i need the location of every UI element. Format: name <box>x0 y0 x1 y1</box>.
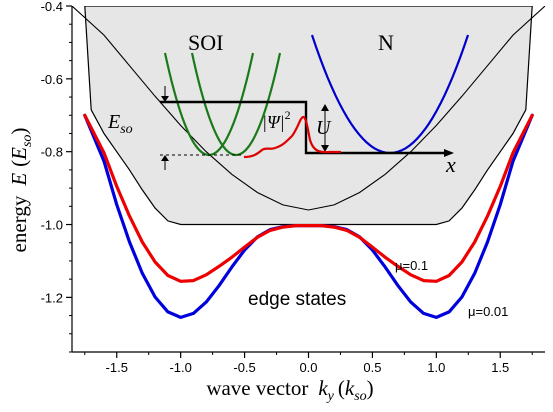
inset-schematic: SOI N Eso |Ψ|2 U x <box>107 30 470 177</box>
eso-subscript: so <box>120 122 132 137</box>
y-tick-label: -0.4 <box>41 0 63 14</box>
soi-label: SOI <box>188 30 223 55</box>
parabola-curve <box>72 6 545 211</box>
eso-symbol: E <box>107 111 120 133</box>
y-axis-unit-sub: so <box>20 135 35 147</box>
x-axis-symbol: x <box>445 152 456 177</box>
x-axis-main: wave vector <box>206 376 308 400</box>
parabola-line <box>72 6 545 211</box>
eso-label: Eso <box>107 111 133 137</box>
x-axis-title: wave vector ky (kso) <box>206 376 373 404</box>
edge-states-label: edge states <box>248 289 346 310</box>
x-axis-close-paren: ) <box>367 376 374 400</box>
inset-potential-step <box>160 100 444 155</box>
series-line-mu-01 <box>83 113 534 283</box>
y-axis-title: energyE(Eso) <box>7 128 35 253</box>
n-label: N <box>378 30 394 55</box>
x-axis-unit-sub: so <box>354 389 366 404</box>
y-axis-symbol: E <box>7 173 31 187</box>
inset-eso-arrowhead-top <box>161 96 169 102</box>
ticks: -1.5 -1.0 -0.5 0.0 0.5 1.0 1.5 -0.4 -0.6 -0.8 -1.0… <box>41 0 533 375</box>
y-axis-open-paren: ( <box>7 160 31 167</box>
y-tick-label: -1.0 <box>41 218 63 233</box>
inset-u-arrowhead-bottom <box>321 145 329 152</box>
psi-sup: 2 <box>285 108 291 122</box>
y-axis-unit-e: E <box>7 147 31 161</box>
inset-eso-arrowhead-bottom <box>161 155 169 161</box>
inset-curves <box>160 34 470 170</box>
y-tick-label: -0.6 <box>41 72 63 87</box>
x-tick-label: -1.0 <box>169 360 191 375</box>
mu-001-label: μ=0.01 <box>468 304 508 319</box>
bulk-region <box>84 6 533 226</box>
y-tick-label: -1.2 <box>41 290 63 305</box>
y-axis-close-paren: ) <box>7 128 31 135</box>
inset-u-arrowhead-top <box>321 104 329 111</box>
series-lines <box>83 113 534 319</box>
x-axis-open-paren: ( <box>338 376 345 400</box>
y-axis-main: energy <box>7 195 31 252</box>
y-tick-label: -0.8 <box>41 145 63 160</box>
x-tick-label: 1.5 <box>491 360 509 375</box>
inset-wavefunction <box>243 115 341 159</box>
x-tick-label: -1.5 <box>106 360 128 375</box>
inset-green-right <box>190 52 282 157</box>
psi-label: |Ψ|2 <box>262 108 291 132</box>
u-label: U <box>316 117 332 139</box>
mu-01-label: μ=0.1 <box>395 258 428 273</box>
x-axis-unit-k: k <box>345 376 355 400</box>
x-tick-label: 1.0 <box>427 360 445 375</box>
x-tick-label: -0.5 <box>233 360 255 375</box>
x-axis-sub: y <box>326 389 335 404</box>
x-axis-symbol-k: k <box>318 376 328 400</box>
inset-x-arrowhead <box>444 149 454 157</box>
psi-text: |Ψ| <box>262 112 285 132</box>
bulk-boundary <box>84 6 533 226</box>
x-tick-label: 0.0 <box>299 360 317 375</box>
x-tick-label: 0.5 <box>363 360 381 375</box>
